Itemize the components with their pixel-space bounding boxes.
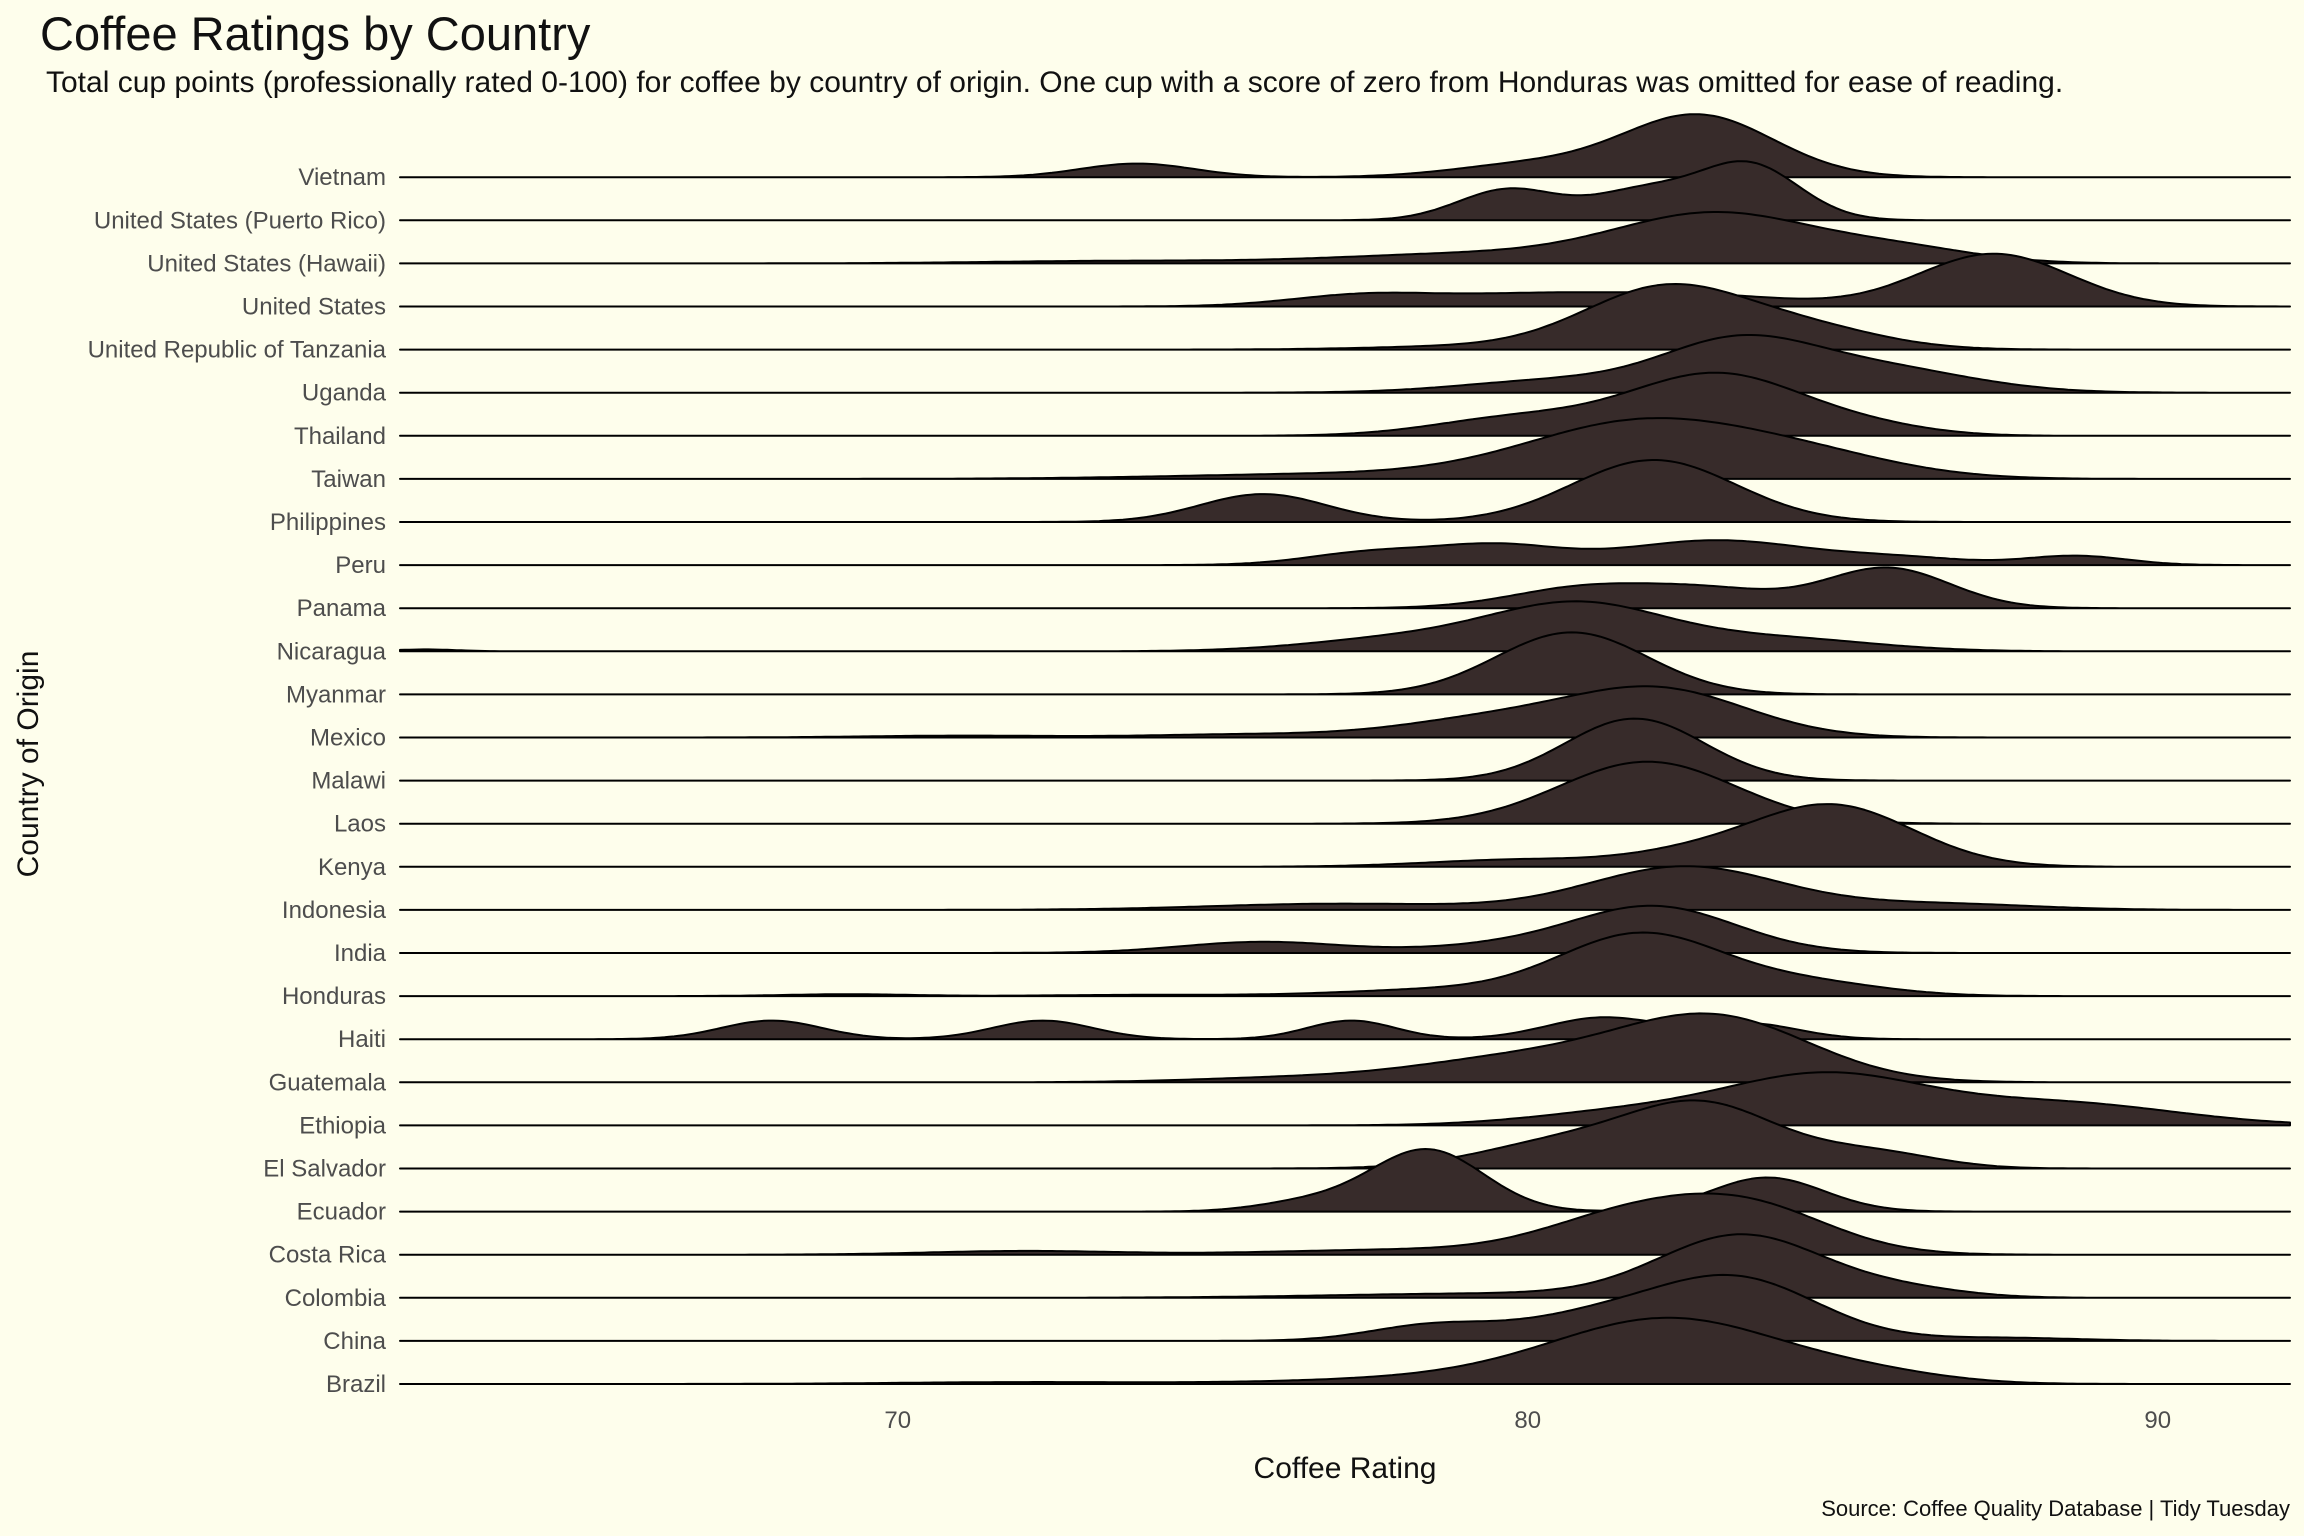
chart-caption: Source: Coffee Quality Database | Tidy T… (1821, 1496, 2290, 1521)
chart-title: Coffee Ratings by Country (40, 7, 591, 60)
y-tick-label: India (334, 940, 387, 967)
ridge-taiwan (399, 417, 2291, 480)
ridge-costa-rica (399, 1192, 2291, 1256)
x-axis-tick-labels: 70 80 90 (884, 1407, 2171, 1434)
ridge-malawi (399, 717, 2291, 782)
x-tick-label: 90 (2144, 1407, 2171, 1434)
y-tick-label: Peru (335, 552, 386, 579)
y-tick-label: Indonesia (282, 897, 387, 924)
y-tick-label: Laos (334, 811, 386, 838)
ridge-thailand (399, 371, 2291, 437)
y-tick-label: Taiwan (311, 466, 386, 493)
ridge-kenya (399, 803, 2291, 868)
ridge-el-salvador (399, 1099, 2291, 1170)
y-tick-label: Ethiopia (299, 1112, 386, 1139)
y-tick-label: United States (242, 294, 386, 321)
y-tick-label: United States (Hawaii) (147, 250, 386, 277)
ridge-india (399, 904, 2291, 954)
y-tick-label: Colombia (285, 1285, 387, 1312)
ridge-haiti (399, 1016, 2291, 1041)
y-tick-label: United States (Puerto Rico) (94, 207, 386, 234)
y-tick-label: Vietnam (298, 164, 386, 191)
ridge-united-states-puerto-rico (399, 160, 2291, 222)
x-tick-label: 80 (1514, 1407, 1541, 1434)
ridge-panama (399, 566, 2291, 610)
y-tick-label: Malawi (311, 768, 386, 795)
ridge-mexico (399, 685, 2291, 739)
ridge-brazil (399, 1316, 2291, 1385)
x-tick-label: 70 (884, 1407, 911, 1434)
y-tick-label: Kenya (318, 854, 387, 881)
ridge-guatemala (399, 1012, 2291, 1084)
y-tick-label: Nicaragua (277, 638, 387, 665)
y-tick-label: Mexico (310, 725, 386, 752)
ridge-peru (399, 539, 2291, 567)
ridge-uganda (399, 334, 2291, 394)
ridge-united-states (399, 252, 2291, 308)
y-axis-title: Country of Origin (12, 651, 45, 878)
y-tick-label: Myanmar (286, 681, 386, 708)
ridge-china (399, 1273, 2291, 1342)
ridge-ethiopia (399, 1071, 2291, 1127)
y-tick-label: Uganda (302, 380, 387, 407)
ridges-group (399, 113, 2291, 1385)
ridge-nicaragua (399, 600, 2291, 653)
x-axis-title: Coffee Rating (1254, 1452, 1437, 1485)
ridge-philippines (399, 459, 2291, 523)
y-tick-label: Guatemala (269, 1069, 387, 1096)
y-axis-tick-labels: Brazil China Colombia Costa Rica Ecuador El S… (88, 164, 387, 1398)
y-tick-label: Honduras (282, 983, 386, 1010)
ridge-laos (399, 760, 2291, 825)
y-tick-label: Thailand (294, 423, 386, 450)
y-tick-label: Haiti (338, 1026, 386, 1053)
y-tick-label: Costa Rica (269, 1242, 387, 1269)
ridge-vietnam (399, 113, 2291, 179)
chart-subtitle: Total cup points (professionally rated 0… (46, 66, 2064, 99)
ridge-ecuador (399, 1148, 2291, 1213)
ridge-indonesia (399, 865, 2291, 911)
y-tick-label: Brazil (326, 1371, 386, 1398)
ridge-colombia (399, 1233, 2291, 1299)
y-tick-label: Ecuador (297, 1199, 386, 1226)
ridge-myanmar (399, 631, 2291, 696)
y-tick-label: Panama (297, 595, 387, 622)
ridge-honduras (399, 931, 2291, 998)
y-tick-label: El Salvador (263, 1156, 386, 1183)
y-tick-label: Philippines (270, 509, 386, 536)
ridge-united-republic-of-tanzania (399, 283, 2291, 351)
y-tick-label: United Republic of Tanzania (88, 337, 387, 364)
y-tick-label: China (323, 1328, 386, 1355)
